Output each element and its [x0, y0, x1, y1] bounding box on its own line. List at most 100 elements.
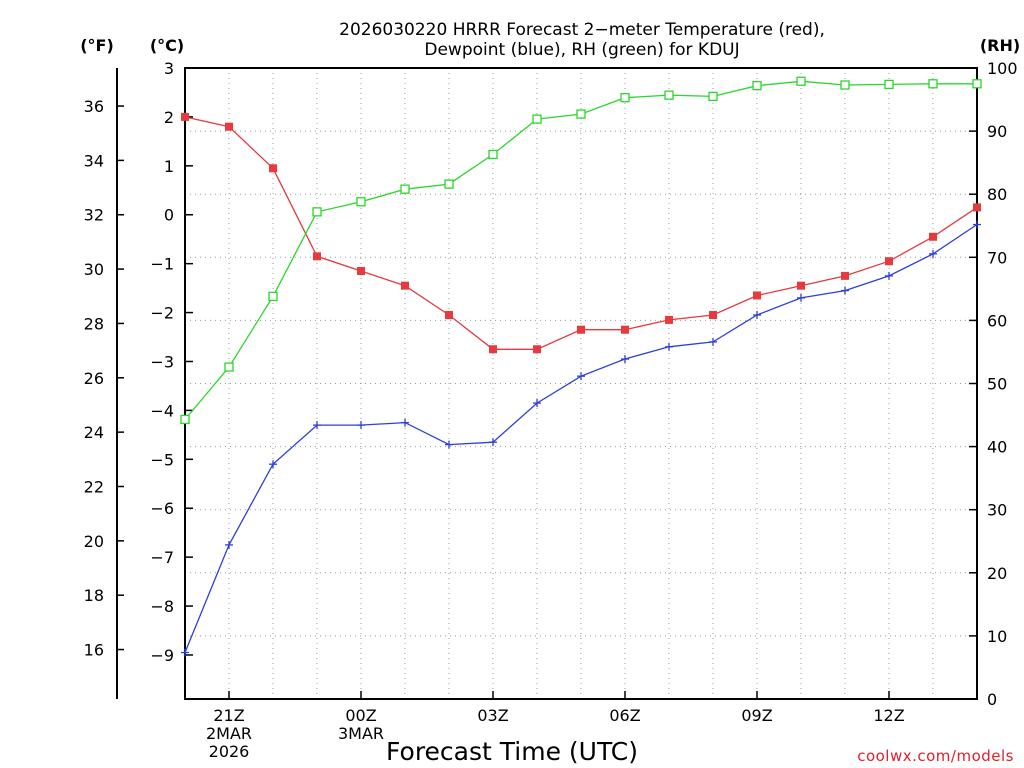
fahrenheit-tick-label: 28 — [84, 314, 104, 333]
temperature-point — [797, 281, 805, 290]
data-series — [180, 76, 982, 657]
celsius-unit-label: (°C) — [150, 36, 184, 55]
series-rh — [180, 76, 982, 425]
rh-point — [796, 76, 806, 86]
rh-point — [312, 207, 322, 217]
celsius-tick-label: −5 — [150, 450, 174, 469]
rh-tick-label: 20 — [987, 564, 1007, 583]
rh-tick-label: 60 — [987, 311, 1007, 330]
rh-point — [972, 79, 982, 89]
dewpoint-point — [885, 271, 893, 280]
rh-point — [884, 79, 894, 90]
fahrenheit-tick-label: 20 — [84, 532, 104, 551]
rh-point — [400, 184, 410, 194]
temperature-point — [973, 203, 981, 212]
rh-tick-label: 10 — [987, 627, 1007, 646]
rh-tick-label: 50 — [987, 375, 1007, 394]
tick-labels: 3210−1−2−3−4−5−6−7−8−9363432302826242220… — [84, 59, 1018, 761]
x-axis-label: Forecast Time (UTC) — [386, 737, 638, 766]
celsius-tick-label: 3 — [164, 59, 174, 78]
x-tick-label: 09Z — [741, 706, 772, 725]
celsius-tick-label: −4 — [150, 401, 174, 420]
rh-point — [488, 149, 498, 160]
temperature-point — [533, 345, 541, 354]
dewpoint-point — [533, 399, 541, 408]
series-temperature — [181, 112, 981, 354]
temperature-point — [709, 311, 717, 320]
chart-title-line-1: 2026030220 HRRR Forecast 2−meter Tempera… — [339, 20, 825, 40]
dewpoint-point — [357, 421, 365, 430]
dewpoint-point — [313, 421, 321, 430]
rh-tick-label: 30 — [987, 501, 1007, 520]
rh-tick-label: 0 — [987, 690, 997, 709]
rh-point — [664, 90, 674, 100]
x-tick-label: 21Z — [213, 706, 244, 725]
series-dewpoint — [181, 220, 981, 657]
fahrenheit-unit-label: (°F) — [80, 36, 114, 55]
x-tick-label: 00Z — [345, 706, 376, 725]
x-tick-label: 03Z — [477, 706, 508, 725]
rh-tick-label: 100 — [987, 59, 1018, 78]
fahrenheit-tick-label: 16 — [84, 641, 104, 660]
x-tick-label: 2MAR — [206, 724, 252, 743]
chart-title: 2026030220 HRRR Forecast 2−meter Tempera… — [339, 20, 825, 60]
rh-point — [444, 179, 454, 189]
temperature-point — [401, 281, 409, 290]
rh-point — [708, 91, 718, 102]
credit-label: coolwx.com/models — [857, 747, 1014, 765]
rh-point — [224, 362, 234, 372]
celsius-tick-label: 2 — [164, 108, 174, 127]
dewpoint-point — [269, 460, 277, 469]
dewpoint-point — [621, 355, 629, 364]
dewpoint-point — [973, 220, 981, 229]
dewpoint-point — [709, 337, 717, 346]
celsius-tick-label: −9 — [150, 646, 174, 665]
celsius-tick-label: −7 — [150, 548, 174, 567]
rh-point — [928, 79, 938, 89]
temperature-point — [225, 122, 233, 131]
x-tick-label: 3MAR — [338, 724, 384, 743]
x-tick-label: 12Z — [873, 706, 904, 725]
temperature-point — [665, 315, 673, 324]
celsius-tick-label: −1 — [150, 255, 174, 274]
temperature-point — [621, 325, 629, 334]
temperature-point — [577, 325, 585, 334]
fahrenheit-tick-label: 18 — [84, 586, 104, 605]
temperature-point — [313, 252, 321, 261]
x-tick-label: 2026 — [209, 742, 250, 761]
temperature-point — [753, 291, 761, 300]
temperature-point — [841, 271, 849, 280]
fahrenheit-tick-label: 32 — [84, 206, 104, 225]
rh-tick-label: 90 — [987, 122, 1007, 141]
temperature-point — [489, 345, 497, 354]
rh-tick-label: 80 — [987, 185, 1007, 204]
celsius-tick-label: 0 — [164, 206, 174, 225]
temperature-point — [181, 112, 189, 121]
chart-title-line-2: Dewpoint (blue), RH (green) for KDUJ — [424, 40, 739, 60]
dewpoint-point — [797, 293, 805, 302]
celsius-tick-label: −2 — [150, 304, 174, 323]
fahrenheit-tick-label: 24 — [84, 423, 104, 442]
rh-point — [620, 93, 630, 103]
rh-point — [576, 109, 586, 119]
temperature-point — [445, 311, 453, 320]
temperature-point — [929, 232, 937, 241]
rh-point — [180, 414, 190, 425]
fahrenheit-tick-label: 34 — [84, 151, 104, 170]
rh-point — [752, 81, 762, 91]
celsius-tick-label: −8 — [150, 597, 174, 616]
temperature-point — [269, 164, 277, 173]
dewpoint-point — [841, 286, 849, 295]
fahrenheit-tick-label: 36 — [84, 97, 104, 116]
dewpoint-point — [665, 342, 673, 351]
dewpoint-point — [401, 418, 409, 427]
dewpoint-point — [577, 372, 585, 381]
dewpoint-point — [929, 249, 937, 258]
celsius-tick-label: −6 — [150, 499, 174, 518]
temperature-point — [357, 266, 365, 275]
fahrenheit-tick-label: 26 — [84, 369, 104, 388]
dewpoint-point — [445, 440, 453, 449]
fahrenheit-tick-label: 22 — [84, 477, 104, 496]
celsius-tick-label: −3 — [150, 352, 174, 371]
